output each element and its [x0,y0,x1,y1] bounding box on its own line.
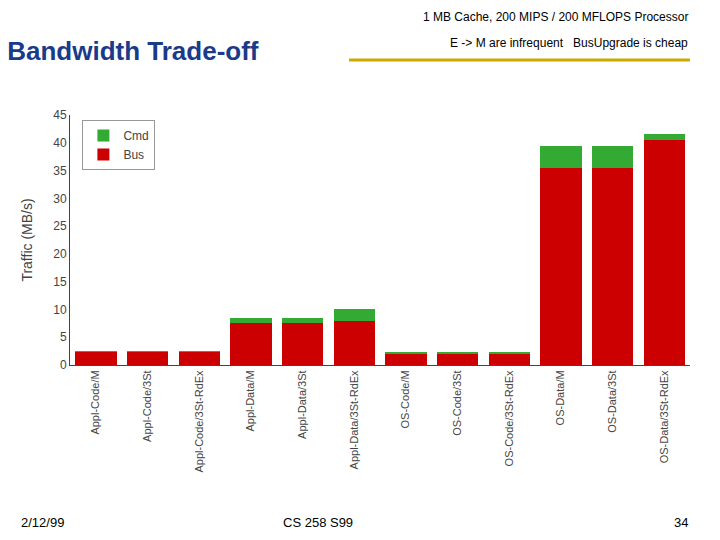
svg-text:Appl-Data/3St-RdEx: Appl-Data/3St-RdEx [348,370,360,470]
svg-text:E -> M are infrequent BusUpg: E -> M are infrequent BusUpgrade is chea… [450,36,688,50]
svg-text:OS-Code/3St: OS-Code/3St [451,370,463,435]
svg-text:1 MB Cache, 200 MIPS / 200 MFL: 1 MB Cache, 200 MIPS / 200 MFLOPS Proces… [423,10,688,24]
svg-text:Bus: Bus [123,148,144,162]
svg-text:Appl-Data/M: Appl-Data/M [244,370,256,431]
svg-text:Bandwidth Trade-off: Bandwidth Trade-off [7,36,259,66]
svg-text:5: 5 [60,330,67,344]
svg-text:30: 30 [53,192,67,206]
svg-text:Appl-Data/3St: Appl-Data/3St [296,370,308,438]
svg-text:Cmd: Cmd [123,129,148,143]
svg-text:Appl-Code/M: Appl-Code/M [89,370,101,434]
svg-text:OS-Code/M: OS-Code/M [399,370,411,428]
svg-text:15: 15 [53,275,67,289]
svg-text:2/12/99: 2/12/99 [21,515,64,530]
svg-text:35: 35 [53,164,67,178]
svg-text:OS-Data/3St-RdEx: OS-Data/3St-RdEx [658,370,670,463]
svg-text:45: 45 [53,108,67,122]
svg-text:Traffic (MB/s): Traffic (MB/s) [19,198,35,281]
svg-text:20: 20 [53,247,67,261]
svg-text:34: 34 [674,515,688,530]
svg-text:OS-Data/3St: OS-Data/3St [606,370,618,432]
svg-text:25: 25 [53,219,67,233]
svg-text:OS-Code/3St-RdEx: OS-Code/3St-RdEx [503,370,515,466]
svg-text:0: 0 [60,358,67,372]
svg-text:Appl-Code/3St: Appl-Code/3St [141,370,153,442]
svg-text:10: 10 [53,303,67,317]
svg-text:Appl-Code/3St-RdEx: Appl-Code/3St-RdEx [193,370,205,473]
svg-text:40: 40 [53,136,67,150]
svg-text:OS-Data/M: OS-Data/M [554,370,566,425]
svg-text:CS 258 S99: CS 258 S99 [283,515,353,530]
